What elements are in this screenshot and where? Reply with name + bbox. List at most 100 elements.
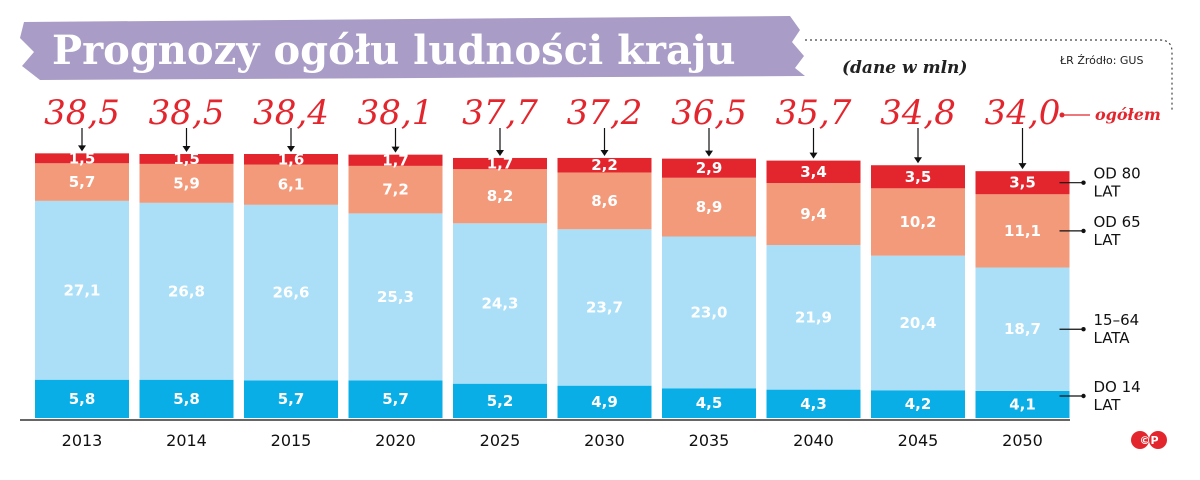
legend-label-line: OD 65 [1094,213,1141,231]
logo-circle-right [1149,431,1167,449]
bar-segment [871,188,965,256]
chart-title: Prognozy ogółu ludności kraju [52,27,735,74]
segment-value-label: 4,3 [800,395,827,413]
segment-value-label: 11,1 [1004,222,1041,240]
legend-pointer-dot [1081,228,1086,234]
source-note: ŁR Źródło: GUS [1059,54,1143,67]
bar-segment [871,165,965,189]
bar-segment [244,154,338,165]
logo-text: ©P [1139,434,1158,447]
segment-value-label: 21,9 [795,308,832,326]
bar-segment [453,223,547,384]
bar-segment [557,385,652,418]
segment-value-label: 1,6 [278,150,305,168]
legend-pointer-dot [1081,327,1086,332]
logo-circle-left [1131,431,1149,449]
bar-segment [139,154,234,164]
total-value-label: 34,0 [985,93,1061,133]
bar-segment [139,163,234,203]
dotted-frame [805,39,1173,110]
bar-segment [975,267,1070,391]
bar-segment [557,172,652,230]
total-value-label: 36,5 [671,93,747,133]
bar-segment [975,171,1070,195]
bar-segment [453,157,547,170]
segment-value-label: 6,1 [278,176,305,194]
title-banner: Prognozy ogółu ludności kraju [20,16,805,80]
total-arrow-head [78,145,86,152]
legend-label-line: LAT [1094,231,1122,249]
legend-label-line: LAT [1094,396,1122,414]
bar-segment [453,169,547,224]
title-banner-shape [20,16,805,80]
bar-segment [871,255,965,391]
bar-segment [244,164,338,205]
bar-segment [139,379,234,418]
total-value-label: 38,1 [358,93,434,133]
segment-value-label: 5,2 [487,392,514,410]
legend-label-line: 15–64 [1094,311,1140,329]
segment-value-label: 5,8 [173,390,200,408]
total-value-label: 35,7 [776,93,852,133]
segment-value-label: 23,7 [586,298,623,316]
segment-value-label: 4,1 [1009,395,1036,413]
segment-value-label: 5,7 [278,390,305,408]
segment-value-label: 3,5 [905,168,932,186]
legend-label-line: DO 14 [1094,378,1141,396]
total-value-label: 38,5 [149,93,225,133]
x-tick-label: 2015 [271,431,312,450]
total-arrow-head [809,152,818,159]
legend-label-line: OD 80 [1094,165,1141,183]
bar-segment [662,177,756,237]
bar-segment [348,380,443,418]
total-arrow-head [705,150,713,157]
segment-value-label: 1,7 [382,151,409,169]
bar-segment [35,200,129,380]
segment-value-label: 7,2 [382,181,409,199]
legend-label: OD 80 LAT [1094,165,1141,201]
total-value-label: 37,2 [567,93,643,133]
bar-segment [766,245,861,390]
bar-segment [766,183,861,246]
bar-segment [244,204,338,381]
totals-label-group: ogółem [1059,105,1161,124]
x-tick-label: 2030 [584,431,625,450]
x-tick-label: 2040 [793,431,834,450]
segment-value-label: 8,9 [696,198,723,216]
bar-segment [35,379,129,418]
bar-segment [35,153,129,164]
legend-label: OD 65 LAT [1094,213,1141,249]
total-arrow-head [1018,163,1027,170]
total-arrow-head [391,146,400,153]
total-arrow-head [496,149,504,156]
bar-segment [557,157,652,173]
bar-segment [139,202,234,380]
segment-value-label: 9,4 [800,205,827,223]
total-value-label: 38,5 [44,93,120,133]
bar-segment [975,194,1070,268]
bar-segment [975,390,1070,418]
segment-value-label: 20,4 [899,314,936,332]
bar-segment [662,236,756,389]
segment-value-label: 25,3 [377,288,414,306]
total-value-label: 37,7 [462,93,538,133]
segment-value-label: 3,4 [800,163,827,181]
segment-value-label: 27,1 [63,281,100,299]
unit-note: (dane w mln) [842,58,967,78]
segment-value-label: 23,0 [690,303,727,321]
bar-segment [662,388,756,418]
legend-label-line: LAT [1094,183,1122,201]
total-arrow-head [600,149,609,156]
x-tick-label: 2050 [1002,431,1043,450]
bar-segment [871,390,965,418]
publisher-logo: ©P [1131,431,1167,449]
bar-segment [662,158,756,178]
segment-value-label: 4,5 [696,394,723,412]
segment-value-label: 5,7 [382,390,409,408]
legend-label: DO 14 LAT [1094,378,1141,414]
segment-value-label: 5,7 [69,173,96,191]
segment-value-label: 4,9 [591,393,618,411]
segment-value-label: 5,8 [69,390,96,408]
segment-value-label: 4,2 [905,395,932,413]
